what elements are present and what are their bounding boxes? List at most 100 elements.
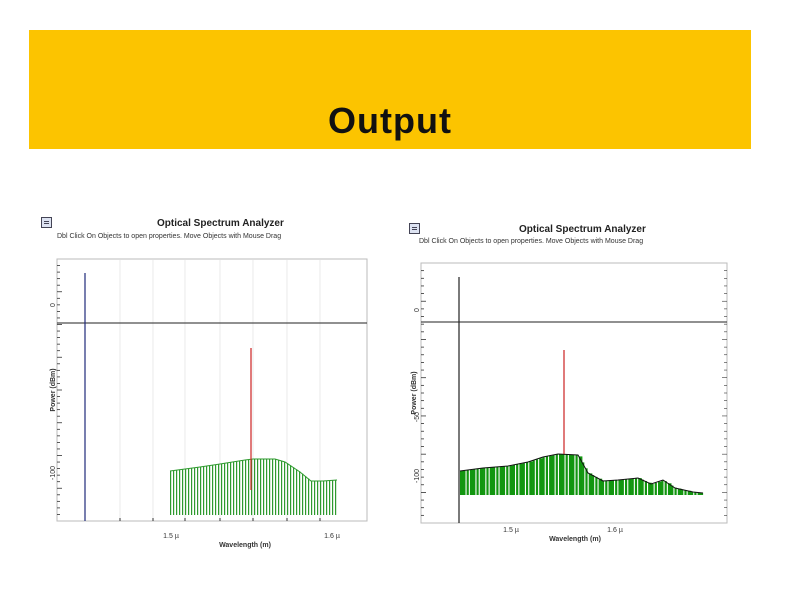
noise-bar — [278, 459, 280, 515]
x-tick-label: 1.5 µ — [503, 527, 519, 534]
noise-bar — [260, 459, 262, 515]
noise-bar — [658, 481, 662, 495]
noise-bar — [648, 482, 652, 495]
noise-bar — [305, 476, 307, 515]
noise-bar — [188, 468, 190, 515]
noise-bar — [496, 466, 499, 495]
noise-bar — [562, 454, 565, 495]
y-tick-label: -50 — [414, 412, 421, 422]
y-axis-ticks — [57, 265, 62, 515]
noise-bar — [463, 470, 466, 495]
x-tick-label: 1.5 µ — [163, 533, 179, 540]
noise-bar — [644, 481, 647, 495]
noise-bar — [242, 460, 244, 515]
noise-bar — [275, 459, 277, 515]
noise-bar — [230, 462, 232, 515]
noise-bar — [664, 481, 667, 495]
noise-bar — [578, 456, 583, 495]
noise-bar — [460, 471, 464, 495]
noise-bar — [677, 488, 682, 495]
noise-bar — [466, 470, 469, 495]
x-axis-ticks — [119, 518, 321, 521]
noise-bar — [326, 480, 328, 515]
noise-bar — [638, 478, 642, 495]
osa-title: Optical Spectrum Analyzer — [519, 224, 646, 235]
noise-bar — [311, 481, 313, 515]
y-tick-label: 0 — [414, 308, 421, 312]
noise-bar — [314, 481, 316, 515]
noise-bar — [236, 461, 238, 515]
y-axis-label: Power (dBm) — [50, 368, 57, 411]
document-icon[interactable] — [41, 217, 52, 228]
noise-bar — [595, 476, 598, 495]
noise-bar — [575, 454, 578, 495]
spectrum-plot[interactable]: 0 -50 -100 Power (dBm) 1.5 µ 1.6 µ Wavel… — [403, 218, 748, 553]
noise-bar — [661, 480, 664, 495]
noise-bar — [266, 459, 268, 515]
noise-bar — [486, 467, 489, 495]
noise-bar — [535, 459, 539, 495]
osa-hint: Dbl Click On Objects to open properties.… — [419, 238, 644, 245]
noise-bar — [625, 479, 628, 495]
noise-bar — [489, 467, 494, 495]
noise-bar — [248, 459, 250, 515]
noise-bar — [191, 468, 193, 515]
noise-bar — [173, 470, 175, 515]
noise-bar — [215, 464, 217, 516]
noise-bar — [299, 471, 301, 515]
noise-bar — [555, 454, 558, 495]
noise-bar — [269, 459, 271, 515]
noise-bar — [194, 467, 196, 515]
y-axis-ticks — [421, 270, 727, 516]
noise-bar — [332, 480, 334, 515]
noise-bar — [608, 480, 613, 495]
noise-bar — [329, 480, 331, 515]
noise-bar — [224, 463, 226, 515]
noise-bar — [296, 469, 298, 515]
spectrum-plot[interactable]: 0 -100 Power (dBm) 1.5 µ 1.6 µ Wavelengt… — [35, 210, 380, 555]
noise-bar — [605, 480, 608, 495]
noise-bar — [251, 459, 253, 516]
noise-bar — [323, 481, 325, 515]
noise-bar — [565, 454, 568, 495]
osa-panel-right: Optical Spectrum Analyzer Dbl Click On O… — [403, 218, 748, 553]
document-icon[interactable] — [409, 223, 420, 234]
noise-bar — [651, 483, 654, 495]
noise-bar — [572, 454, 575, 495]
noise-bar — [293, 467, 295, 515]
noise-bar — [170, 471, 172, 515]
noise-bar — [628, 479, 632, 495]
noise-bar — [585, 468, 588, 495]
noise-bar — [218, 464, 220, 515]
noise-bar — [532, 460, 535, 495]
noise-bar — [284, 461, 286, 515]
noise-bar — [615, 480, 618, 495]
noise-bar — [335, 480, 337, 515]
noise-bar — [691, 491, 694, 495]
noise-spectrum — [460, 454, 704, 495]
noise-bar — [667, 483, 672, 495]
noise-bar — [549, 455, 553, 495]
noise-bar — [185, 469, 187, 515]
noise-bar — [519, 463, 523, 495]
noise-bar — [212, 465, 214, 515]
noise-bar — [479, 468, 484, 495]
noise-bar — [684, 490, 687, 495]
noise-bar — [263, 459, 265, 515]
noise-bar — [588, 473, 593, 495]
noise-bar — [654, 482, 657, 495]
noise-bar — [227, 462, 229, 515]
noise-spectrum — [170, 459, 337, 516]
noise-bar — [257, 459, 259, 515]
noise-bar — [499, 466, 504, 495]
noise-bar — [568, 454, 573, 495]
y-tick-label: -100 — [50, 466, 57, 480]
osa-hint: Dbl Click On Objects to open properties.… — [57, 233, 282, 240]
noise-bar — [526, 462, 529, 495]
noise-bar — [509, 465, 514, 495]
noise-bar — [522, 463, 525, 495]
y-tick-label: 0 — [50, 303, 57, 307]
noise-bar — [483, 468, 486, 495]
noise-bar — [598, 478, 603, 495]
noise-bar — [200, 467, 202, 515]
